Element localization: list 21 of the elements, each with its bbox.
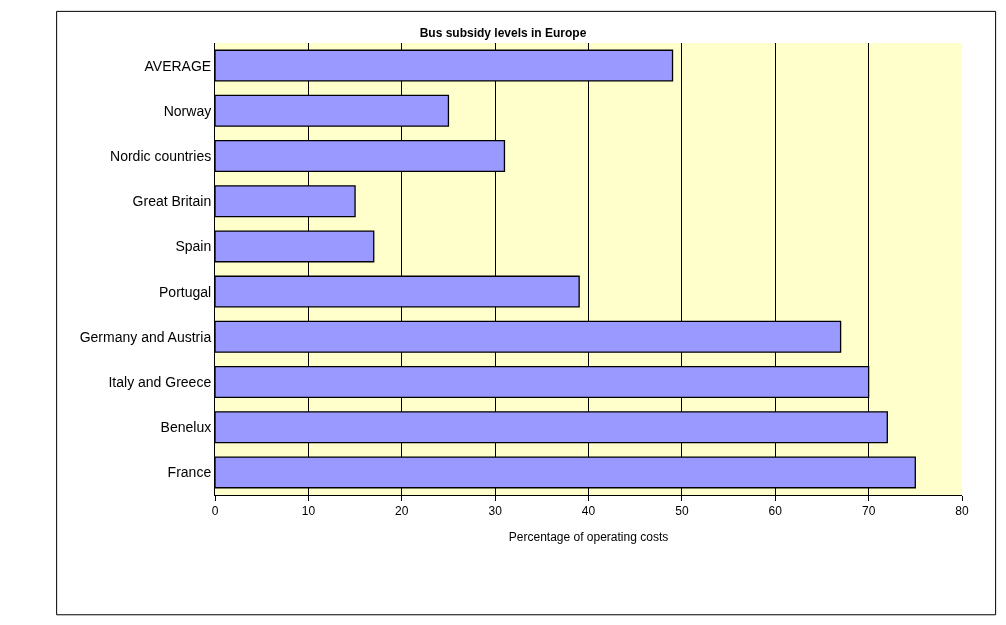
x-tick-label: 80: [955, 504, 969, 519]
y-tick-label: Portugal: [159, 283, 212, 300]
chart-title: Bus subsidy levels in Europe: [419, 25, 587, 40]
y-tick-label: AVERAGE: [144, 57, 212, 74]
x-tick-label: 20: [395, 504, 409, 519]
x-tick-label: 40: [581, 504, 596, 519]
y-tick-label: Norway: [163, 102, 212, 119]
x-tick-label: 30: [488, 504, 503, 519]
x-tick-label: 10: [301, 504, 316, 519]
x-tick-label: 60: [768, 504, 783, 519]
y-tick-label: Spain: [175, 238, 212, 255]
x-tick-label: 0: [211, 504, 219, 519]
x-tick-label: 50: [675, 504, 689, 519]
x-tick-label: 70: [861, 504, 876, 519]
y-tick-label: Germany and Austria: [79, 328, 212, 345]
y-tick-label: Great Britain: [132, 193, 212, 210]
y-tick-label: Benelux: [160, 419, 212, 436]
y-tick-label: Italy and Greece: [108, 373, 212, 390]
x-axis-title: Percentage of operating costs: [508, 530, 669, 545]
y-tick-label: France: [167, 464, 212, 481]
y-tick-label: Nordic countries: [110, 147, 212, 164]
